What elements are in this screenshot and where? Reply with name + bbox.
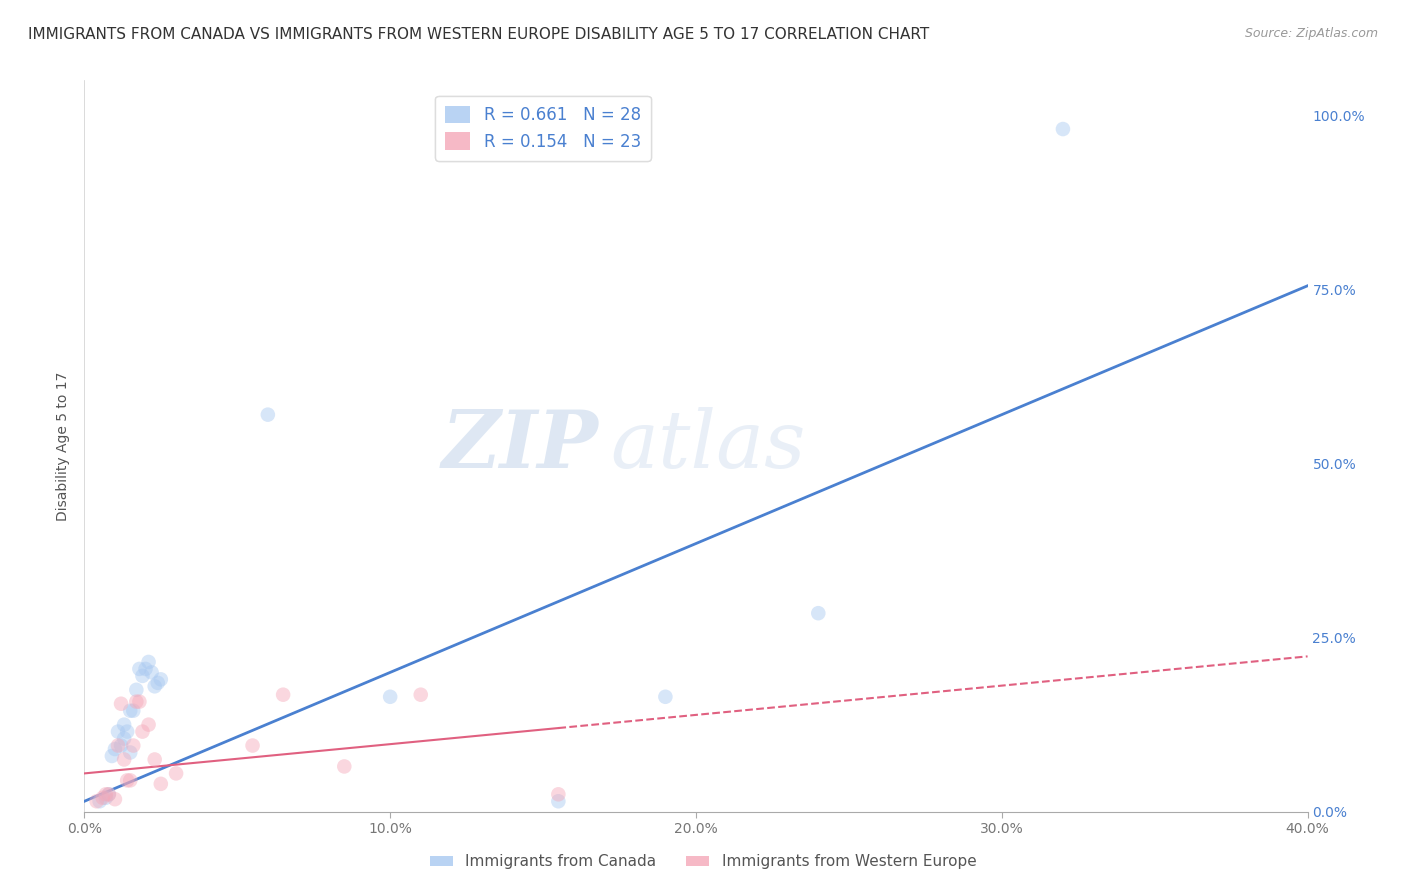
Point xyxy=(131,724,153,739)
Point xyxy=(128,695,150,709)
Point xyxy=(1052,122,1074,136)
Point xyxy=(115,724,138,739)
Point xyxy=(110,739,132,753)
Point xyxy=(91,790,114,805)
Point xyxy=(135,662,157,676)
Point xyxy=(138,655,160,669)
Point xyxy=(112,752,135,766)
Legend: Immigrants from Canada, Immigrants from Western Europe: Immigrants from Canada, Immigrants from … xyxy=(423,848,983,875)
Point xyxy=(257,408,280,422)
Point xyxy=(138,717,160,731)
Point xyxy=(94,787,117,801)
Point xyxy=(654,690,676,704)
Point xyxy=(104,742,127,756)
Y-axis label: Disability Age 5 to 17: Disability Age 5 to 17 xyxy=(56,371,70,521)
Point xyxy=(97,787,120,801)
Text: IMMIGRANTS FROM CANADA VS IMMIGRANTS FROM WESTERN EUROPE DISABILITY AGE 5 TO 17 : IMMIGRANTS FROM CANADA VS IMMIGRANTS FRO… xyxy=(28,27,929,42)
Point xyxy=(128,662,150,676)
Point xyxy=(146,676,169,690)
Point xyxy=(89,794,111,808)
Text: ZIP: ZIP xyxy=(441,408,598,484)
Point xyxy=(333,759,356,773)
Point xyxy=(107,724,129,739)
Point xyxy=(143,679,166,693)
Point xyxy=(141,665,163,680)
Point xyxy=(271,688,294,702)
Point xyxy=(107,739,129,753)
Legend: R = 0.661   N = 28, R = 0.154   N = 23: R = 0.661 N = 28, R = 0.154 N = 23 xyxy=(436,96,651,161)
Point xyxy=(131,669,153,683)
Point xyxy=(122,739,145,753)
Point xyxy=(110,697,132,711)
Point xyxy=(149,673,172,687)
Point xyxy=(97,787,120,801)
Point xyxy=(115,773,138,788)
Point xyxy=(547,787,569,801)
Point xyxy=(125,695,148,709)
Point xyxy=(242,739,264,753)
Point xyxy=(120,704,142,718)
Point xyxy=(104,792,127,806)
Point xyxy=(149,777,172,791)
Text: atlas: atlas xyxy=(610,408,806,484)
Point xyxy=(547,794,569,808)
Point xyxy=(125,682,148,697)
Point xyxy=(101,749,124,764)
Point xyxy=(807,606,830,620)
Point xyxy=(122,704,145,718)
Point xyxy=(143,752,166,766)
Point xyxy=(165,766,187,780)
Point xyxy=(380,690,402,704)
Text: Source: ZipAtlas.com: Source: ZipAtlas.com xyxy=(1244,27,1378,40)
Point xyxy=(112,717,135,731)
Point xyxy=(94,790,117,805)
Point xyxy=(112,731,135,746)
Point xyxy=(120,773,142,788)
Point xyxy=(120,746,142,760)
Point xyxy=(86,794,108,808)
Point xyxy=(409,688,432,702)
